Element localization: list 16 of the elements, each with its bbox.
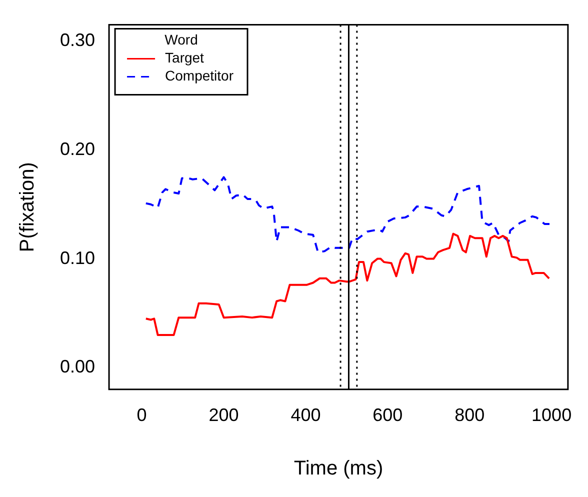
line-series xyxy=(144,176,550,254)
x-tick-label: 1000 xyxy=(532,405,572,426)
x-tick-label: 200 xyxy=(208,405,239,426)
legend-label: Target xyxy=(165,50,204,66)
y-axis-title: P(fixation) xyxy=(16,162,39,252)
x-tick-label: 400 xyxy=(290,405,321,426)
y-tick-label: 0.00 xyxy=(60,356,96,377)
legend-title: Word xyxy=(164,32,198,48)
y-tick-label: 0.30 xyxy=(60,30,96,50)
x-axis-title: Time (ms) xyxy=(294,458,384,480)
y-tick-label: 0.10 xyxy=(60,248,96,268)
x-tick-label: 0 xyxy=(136,405,147,426)
x-tick-label: 800 xyxy=(454,405,485,426)
legend-label: Competitor xyxy=(165,68,234,84)
x-tick-label: 600 xyxy=(372,405,403,426)
y-tick-label: 0.20 xyxy=(60,138,96,159)
